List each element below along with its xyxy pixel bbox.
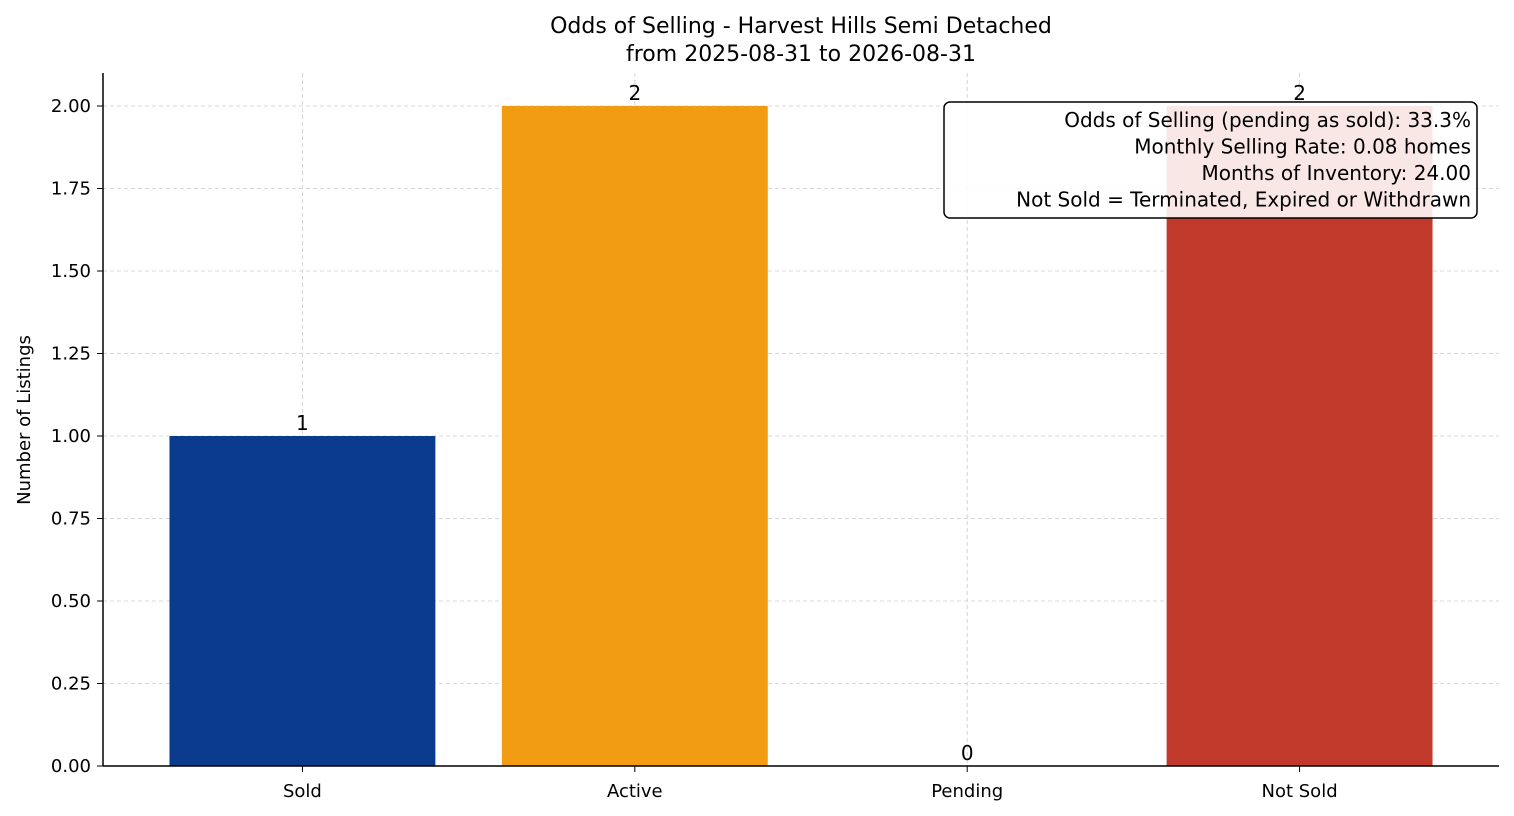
annotation-frame (943, 101, 1478, 219)
y-tick-label: 0.50 (51, 591, 91, 612)
annotation-line: Not Sold = Terminated, Expired or Withdr… (1016, 188, 1471, 212)
y-tick-label: 1.00 (51, 426, 91, 447)
bar (501, 106, 768, 766)
annotation-box: Odds of Selling (pending as sold): 33.3%… (943, 101, 1478, 219)
y-tick-label: 0.25 (51, 674, 91, 695)
annotation-line: Months of Inventory: 24.00 (1201, 161, 1471, 185)
bar-value-label: 0 (961, 741, 974, 765)
bar (169, 436, 436, 766)
chart-title: Odds of Selling - Harvest Hills Semi Det… (550, 14, 1052, 39)
y-tick-label: 2.00 (51, 96, 91, 117)
y-tick-label: 1.50 (51, 261, 91, 282)
x-tick-label: Pending (931, 781, 1003, 802)
bar-value-label: 2 (628, 81, 641, 105)
x-tick-label: Sold (283, 781, 322, 802)
annotation-line: Odds of Selling (pending as sold): 33.3% (1064, 108, 1471, 132)
x-tick-label: Not Sold (1262, 781, 1338, 802)
y-tick-label: 0.75 (51, 509, 91, 530)
bar-value-label: 1 (296, 411, 309, 435)
y-axis-label: Number of Listings (14, 335, 35, 505)
annotation-line: Monthly Selling Rate: 0.08 homes (1134, 135, 1471, 159)
bar-value-label: 2 (1293, 81, 1306, 105)
axes: 0.00 0.25 0.50 0.75 1.00 1.25 1.50 1.75 2.00 Sold… (51, 73, 1499, 802)
y-tick-label: 1.25 (51, 344, 91, 365)
y-tick-label: 0.00 (51, 756, 91, 777)
chart-subtitle: from 2025-08-31 to 2026-08-31 (626, 42, 976, 67)
x-tick-label: Active (607, 781, 663, 802)
y-tick-label: 1.75 (51, 179, 91, 200)
